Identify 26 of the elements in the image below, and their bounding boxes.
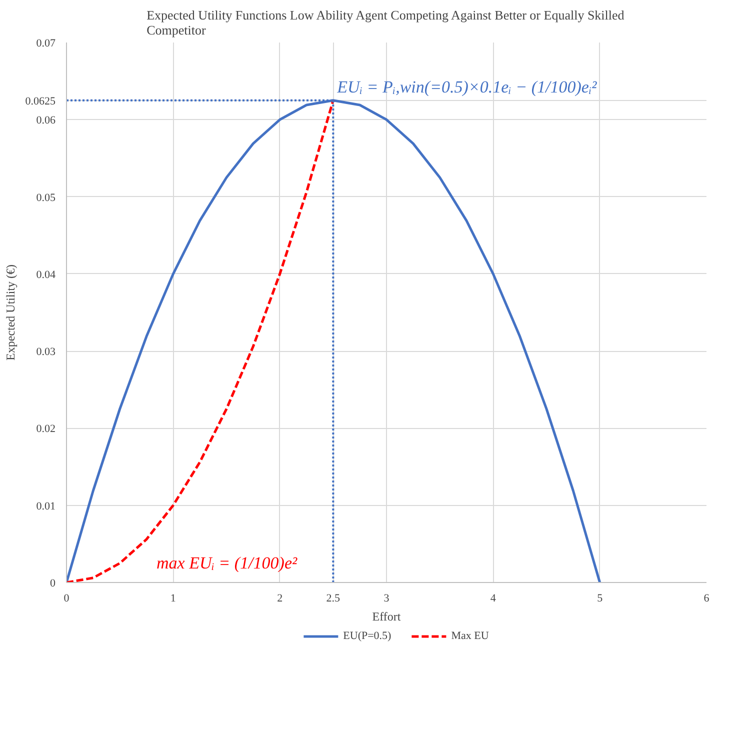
x-tick-label: 2 — [277, 592, 283, 604]
line-series — [66, 99, 334, 582]
y-tick-label: 0.05 — [36, 192, 56, 204]
x-tick-label: 1 — [170, 592, 176, 604]
y-tick-label: 0.06 — [36, 114, 56, 127]
y-tick-label: 0.0625 — [25, 95, 56, 108]
x-tick-label: 4 — [490, 592, 496, 604]
y-tick-label: 0.04 — [36, 268, 56, 281]
y-tick-label: 0.07 — [36, 38, 56, 50]
annotation: EUᵢ = Pᵢ,win(=0.5)×0.1eᵢ − (1/100)eᵢ² — [336, 77, 598, 96]
x-tick-label: 6 — [704, 592, 710, 604]
legend-label: EU(P=0.5) — [343, 630, 392, 642]
chart-title: Expected Utility Functions Low Ability Agent Competing Against Better or Equally Skilled Competitor — [146, 8, 625, 38]
y-tick-label: 0.01 — [36, 500, 56, 512]
y-tick-label: 0.03 — [36, 346, 56, 358]
annotation: max EUᵢ = (1/100)e² — [156, 554, 298, 572]
legend-label: Max EU — [451, 630, 489, 642]
y-axis-title: Expected Utility (€) — [3, 264, 18, 360]
x-tick-label: 2.5 — [326, 592, 341, 604]
x-tick-label: 5 — [597, 592, 604, 604]
y-tick-label: 0.02 — [36, 423, 56, 436]
line-series — [66, 99, 602, 582]
y-tick-label: 0 — [50, 578, 56, 590]
x-axis-title: Effort — [372, 610, 402, 624]
x-tick-label: 0 — [64, 592, 70, 604]
x-tick-label: 3 — [384, 592, 390, 604]
